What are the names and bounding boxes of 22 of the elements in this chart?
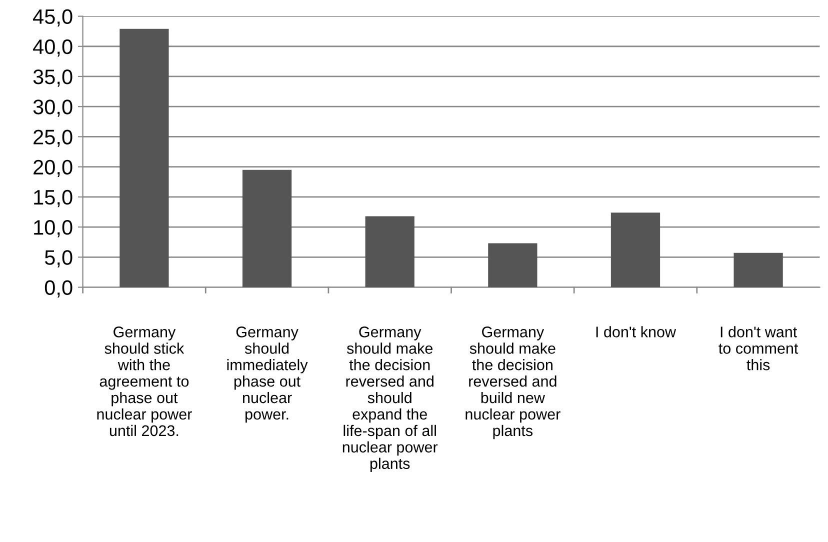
bar xyxy=(242,170,292,288)
bar xyxy=(488,243,538,288)
x-tick-label: Germany should immediately phase out nuclear power. xyxy=(227,326,308,423)
category-label: Germany should make the decision reversed and should expand the life-span of all nuclear power plants xyxy=(342,326,438,472)
x-tick-label: Germany should stick with the agreement to phase out nuclear power until 2023. xyxy=(97,326,192,436)
y-tick-label: 40,0 xyxy=(33,39,72,57)
bar xyxy=(365,216,414,288)
x-tick-label: I don't want to comment this xyxy=(718,326,798,370)
y-tick-label: 30,0 xyxy=(33,100,72,117)
y-tick-label: 10,0 xyxy=(34,220,72,238)
bar xyxy=(120,28,169,288)
y-tick-label: 45,0 xyxy=(33,9,72,26)
y-tick-label: 5,0 xyxy=(44,250,72,268)
x-tick-label: Germany should make the decision reversed and build new nuclear power plants xyxy=(466,326,560,440)
y-tick-label: 25,0 xyxy=(34,130,72,147)
y-tick-label: 0,0 xyxy=(44,280,72,298)
y-tick-label: 20,0 xyxy=(34,160,72,178)
y-tick-label: 35,0 xyxy=(33,69,72,87)
bar xyxy=(734,252,783,288)
x-tick-label: I don't know xyxy=(596,326,676,338)
y-tick-label: 15,0 xyxy=(34,190,72,208)
bar xyxy=(610,212,660,288)
